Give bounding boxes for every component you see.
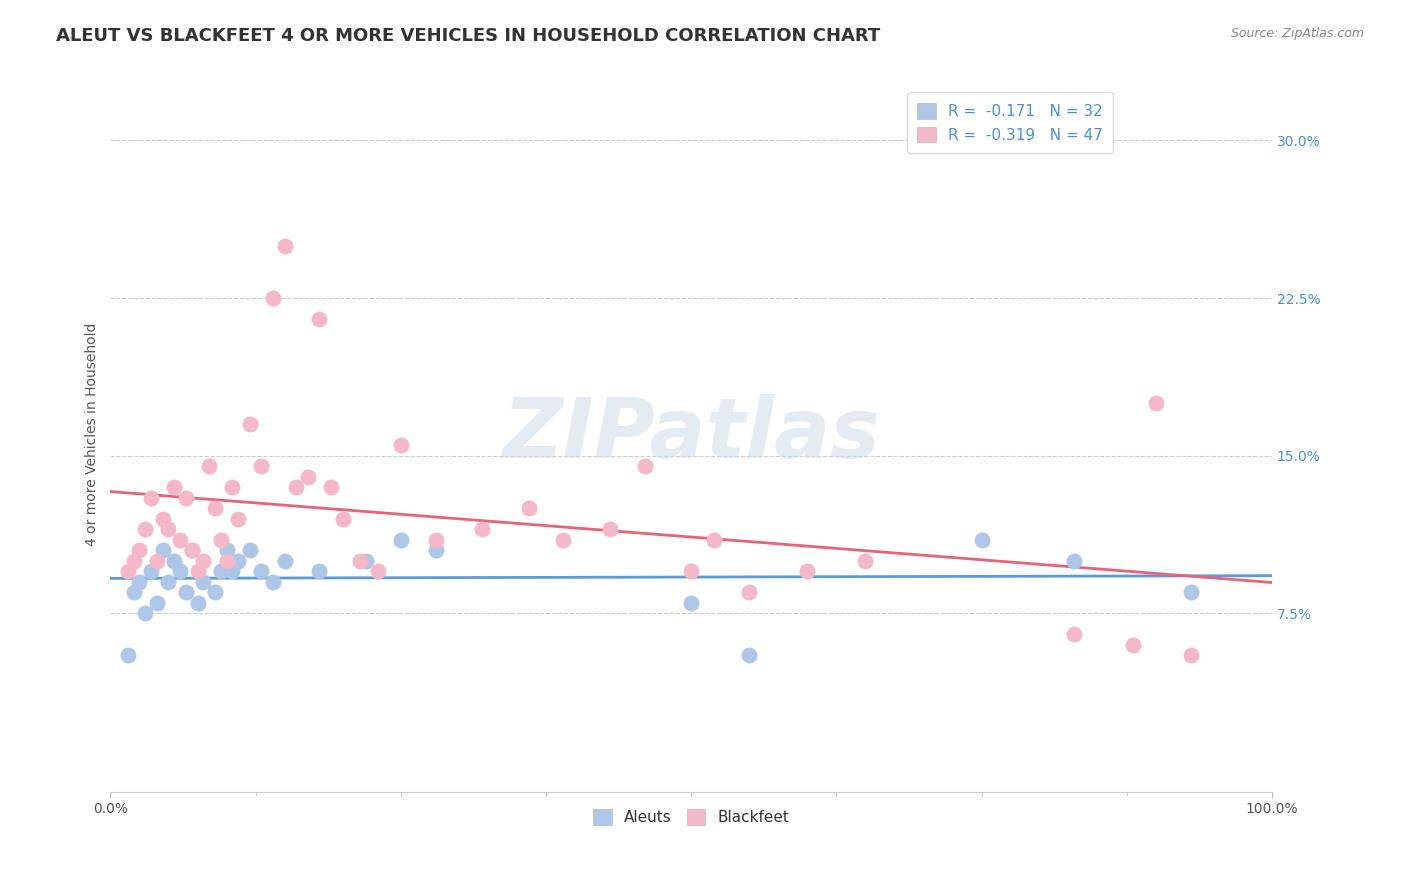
Point (215, 554, 238, 568)
Point (152, 543, 174, 558)
Point (471, 522, 494, 536)
Point (1122, 638, 1144, 652)
Point (163, 554, 186, 568)
Point (738, 585, 761, 599)
Point (262, 574, 284, 589)
Point (389, 533, 412, 547)
Point (122, 585, 145, 599)
Legend: Aleuts, Blackfeet: Aleuts, Blackfeet (583, 800, 799, 834)
Point (796, 564, 818, 578)
Point (389, 438, 412, 452)
Point (250, 564, 273, 578)
Point (128, 543, 150, 558)
Point (239, 543, 262, 558)
Point (553, 533, 575, 547)
Point (703, 533, 725, 547)
Point (1063, 627, 1085, 641)
Point (163, 480, 186, 494)
Text: ZIPatlas: ZIPatlas (502, 394, 880, 475)
Point (297, 469, 319, 483)
Point (139, 564, 162, 578)
Point (221, 480, 243, 494)
Point (139, 491, 162, 505)
Point (128, 574, 150, 589)
Point (308, 312, 330, 326)
Point (425, 543, 447, 558)
Point (367, 564, 389, 578)
Point (262, 291, 284, 305)
Point (970, 533, 993, 547)
Point (134, 522, 156, 536)
Point (186, 596, 208, 610)
Point (354, 554, 377, 568)
Point (157, 574, 180, 589)
Point (169, 533, 191, 547)
Point (117, 648, 139, 663)
Point (117, 564, 139, 578)
Point (1180, 585, 1202, 599)
Point (180, 543, 202, 558)
Point (308, 564, 330, 578)
Point (273, 238, 295, 252)
Point (226, 512, 249, 526)
Point (209, 564, 232, 578)
Point (193, 554, 215, 568)
Point (1063, 554, 1085, 568)
Point (285, 480, 308, 494)
Point (169, 564, 191, 578)
Point (209, 533, 232, 547)
Point (599, 522, 621, 536)
Point (134, 607, 156, 621)
Point (517, 501, 540, 516)
Point (215, 543, 238, 558)
Point (152, 512, 174, 526)
Point (186, 564, 208, 578)
Point (239, 417, 262, 432)
Point (319, 480, 342, 494)
Text: Source: ZipAtlas.com: Source: ZipAtlas.com (1230, 27, 1364, 40)
Point (146, 554, 169, 568)
Point (204, 501, 226, 516)
Point (198, 459, 221, 474)
Point (250, 459, 273, 474)
Point (174, 491, 197, 505)
Point (1180, 648, 1202, 663)
Point (180, 543, 202, 558)
Point (174, 585, 197, 599)
Point (332, 512, 354, 526)
Point (146, 596, 169, 610)
Point (425, 533, 447, 547)
Point (193, 574, 215, 589)
Point (157, 522, 180, 536)
Point (855, 554, 877, 568)
Point (681, 596, 703, 610)
Text: ALEUT VS BLACKFEET 4 OR MORE VEHICLES IN HOUSEHOLD CORRELATION CHART: ALEUT VS BLACKFEET 4 OR MORE VEHICLES IN… (56, 27, 880, 45)
Point (221, 564, 243, 578)
Point (349, 554, 371, 568)
Point (273, 554, 295, 568)
Point (1144, 396, 1167, 410)
Point (738, 648, 761, 663)
Point (122, 554, 145, 568)
Y-axis label: 4 or more Vehicles in Household: 4 or more Vehicles in Household (86, 323, 100, 547)
Point (634, 459, 657, 474)
Point (204, 585, 226, 599)
Point (226, 554, 249, 568)
Point (681, 564, 703, 578)
